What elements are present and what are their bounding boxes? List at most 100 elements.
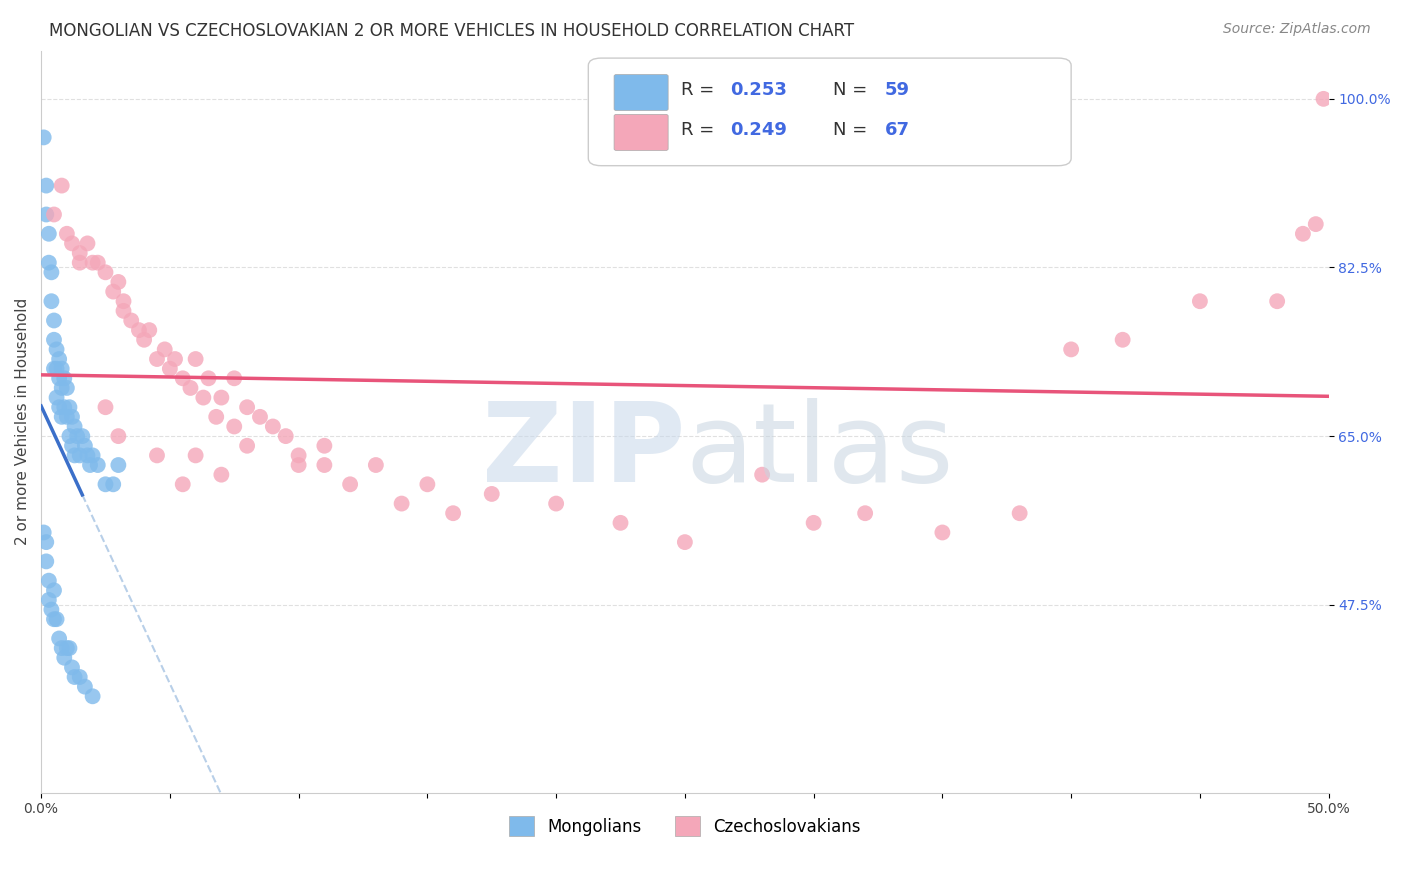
Point — [803, 516, 825, 530]
Point — [1305, 217, 1327, 231]
Point — [69, 449, 91, 463]
Point — [41, 265, 63, 279]
Point — [314, 439, 336, 453]
Point — [1292, 227, 1315, 241]
Point — [209, 391, 232, 405]
Point — [441, 506, 464, 520]
Point — [339, 477, 361, 491]
Point — [42, 207, 65, 221]
Point — [42, 333, 65, 347]
FancyBboxPatch shape — [588, 58, 1071, 166]
Text: 0.249: 0.249 — [730, 121, 787, 139]
Point — [63, 449, 86, 463]
Point — [112, 294, 135, 309]
Point — [35, 554, 58, 568]
Point — [172, 371, 194, 385]
Point — [58, 641, 80, 656]
Point — [69, 255, 91, 269]
Point — [56, 409, 79, 424]
Point — [73, 439, 96, 453]
FancyBboxPatch shape — [614, 114, 668, 151]
Point — [236, 401, 259, 415]
Point — [45, 343, 67, 357]
Point — [58, 429, 80, 443]
Text: R =: R = — [681, 121, 720, 139]
Point — [1188, 294, 1211, 309]
Point — [853, 506, 876, 520]
Point — [209, 467, 232, 482]
Point — [314, 458, 336, 472]
Point — [60, 236, 83, 251]
Point — [1265, 294, 1288, 309]
Point — [107, 458, 129, 472]
Point — [146, 352, 169, 367]
Point — [94, 477, 117, 491]
Point — [69, 670, 91, 684]
Point — [38, 255, 60, 269]
Point — [45, 361, 67, 376]
Point — [82, 690, 104, 704]
Point — [63, 670, 86, 684]
Point — [51, 641, 73, 656]
Point — [224, 371, 246, 385]
Point — [1111, 333, 1133, 347]
Y-axis label: 2 or more Vehicles in Household: 2 or more Vehicles in Household — [15, 298, 30, 545]
Point — [146, 449, 169, 463]
Point — [42, 313, 65, 327]
Point — [94, 401, 117, 415]
Point — [32, 130, 55, 145]
Point — [48, 401, 70, 415]
Point — [48, 371, 70, 385]
Point — [38, 593, 60, 607]
Text: ZIP: ZIP — [481, 398, 685, 505]
Point — [120, 313, 142, 327]
Point — [103, 285, 125, 299]
Point — [236, 439, 259, 453]
Point — [193, 391, 215, 405]
Point — [53, 650, 76, 665]
Point — [38, 227, 60, 241]
Point — [73, 680, 96, 694]
Point — [391, 497, 413, 511]
Point — [184, 449, 207, 463]
Point — [41, 294, 63, 309]
Point — [56, 381, 79, 395]
Text: atlas: atlas — [685, 398, 953, 505]
Point — [1312, 92, 1334, 106]
Point — [66, 429, 89, 443]
Text: N =: N = — [832, 80, 873, 99]
Point — [69, 246, 91, 260]
Point — [546, 497, 568, 511]
Point — [82, 449, 104, 463]
Point — [751, 467, 773, 482]
Point — [53, 401, 76, 415]
Text: Source: ZipAtlas.com: Source: ZipAtlas.com — [1223, 22, 1371, 37]
Point — [48, 352, 70, 367]
Point — [172, 477, 194, 491]
Point — [87, 458, 110, 472]
Point — [38, 574, 60, 588]
Point — [673, 535, 696, 549]
Text: N =: N = — [832, 121, 873, 139]
Point — [76, 236, 98, 251]
Point — [128, 323, 150, 337]
Point — [112, 303, 135, 318]
Point — [287, 458, 309, 472]
Point — [41, 602, 63, 616]
Point — [51, 178, 73, 193]
Point — [179, 381, 201, 395]
Point — [56, 227, 79, 241]
Point — [60, 660, 83, 674]
Point — [51, 381, 73, 395]
Point — [1008, 506, 1031, 520]
Point — [42, 583, 65, 598]
Point — [48, 632, 70, 646]
Point — [274, 429, 297, 443]
Point — [103, 477, 125, 491]
Legend: Mongolians, Czechoslovakians: Mongolians, Czechoslovakians — [509, 816, 860, 837]
Text: 59: 59 — [884, 80, 910, 99]
Point — [94, 265, 117, 279]
Point — [87, 255, 110, 269]
Point — [159, 361, 181, 376]
Point — [224, 419, 246, 434]
